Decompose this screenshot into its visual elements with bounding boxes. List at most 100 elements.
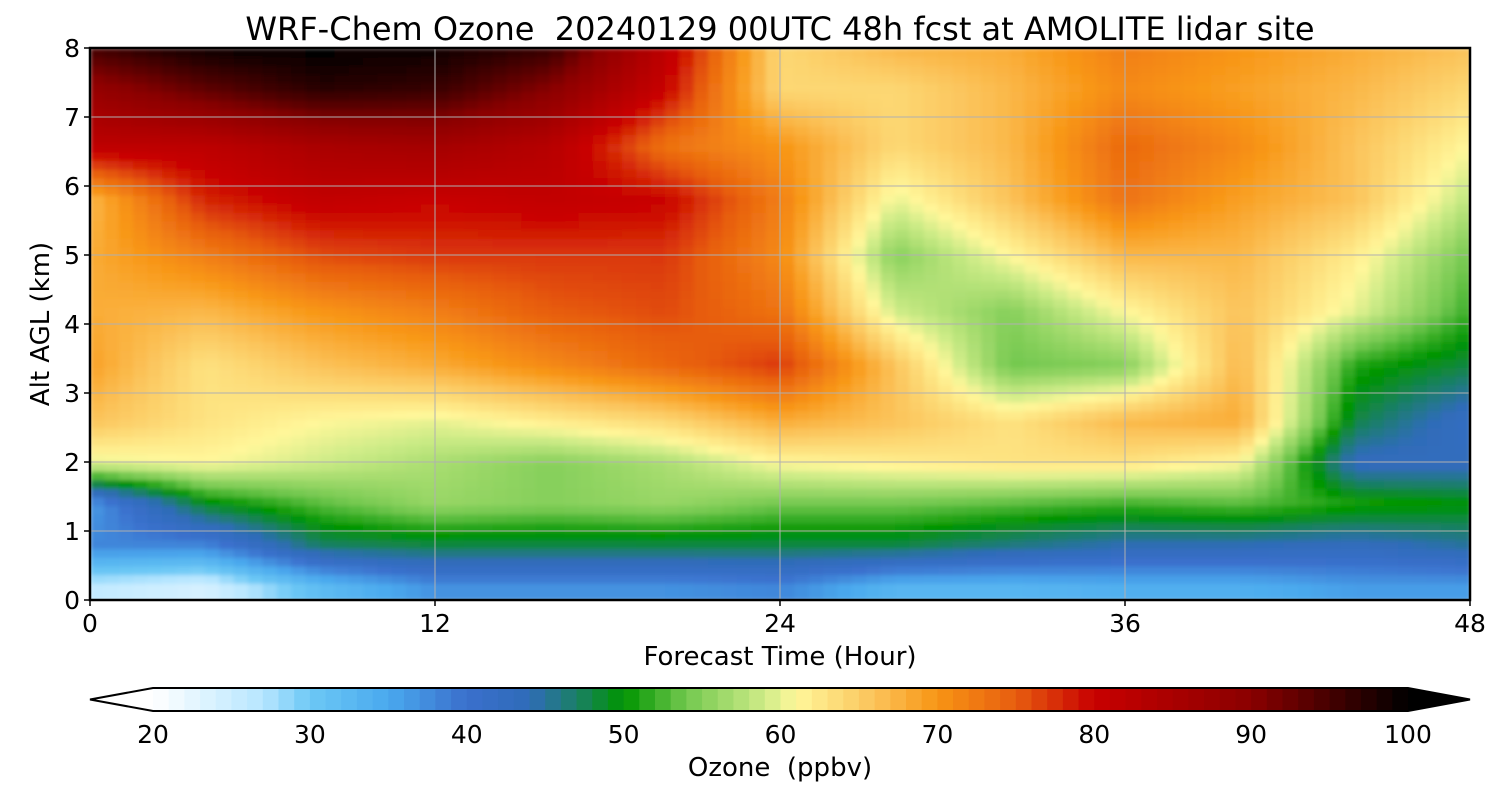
heat-cell [636,255,652,265]
heat-cell [895,272,911,282]
heat-cell [607,548,623,558]
heat-cell [248,289,264,300]
heat-cell [593,220,609,231]
heat-cell [693,272,710,282]
heat-cell [722,393,738,403]
heat-cell [205,203,221,213]
heat-cell [650,229,666,239]
heat-cell [1340,332,1356,343]
heat-cell [708,349,724,360]
heat-cell [133,229,149,239]
heat-cell [550,341,566,351]
heat-cell [1283,160,1299,170]
heat-cell [923,237,940,248]
heat-cell [506,358,523,369]
heat-cell [1268,194,1285,205]
heat-cell [320,367,336,377]
heat-cell [176,246,192,256]
heat-cell [981,479,997,489]
heat-cell [1268,591,1285,600]
heat-cell [1254,255,1270,265]
heat-cell [1254,358,1270,369]
heat-cell [1024,401,1040,412]
heat-cell [981,548,997,558]
heat-cell [276,203,293,213]
heat-cell [794,513,810,524]
heat-cell [233,220,250,231]
heat-cell [1340,229,1356,239]
heat-cell [923,410,940,420]
heat-cell [1369,289,1385,300]
heat-cell [521,401,537,412]
heat-cell [1398,324,1414,334]
heat-cell [823,306,839,317]
heat-cell [837,358,853,369]
heat-cell [1383,255,1400,265]
heat-cell [995,246,1011,256]
heat-cell [406,358,422,369]
heat-cell [1196,410,1213,420]
heat-cell [1455,565,1470,576]
heat-cell [1168,246,1184,256]
heat-cell [219,487,235,498]
heat-cell [1268,582,1285,593]
heat-cell [1326,470,1342,481]
heat-cell [1369,220,1385,231]
heat-cell [406,479,422,489]
heat-cell [851,229,868,239]
heat-cell [1297,263,1313,274]
heat-cell [233,186,250,196]
heat-cell [1168,280,1184,291]
heat-cell [578,513,595,524]
heat-cell [1168,436,1184,446]
heat-cell [866,177,882,187]
heat-cell [435,358,451,369]
heat-cell [794,220,810,231]
heat-cell [650,410,666,420]
heat-cell [895,367,911,377]
heat-cell [420,591,436,600]
heat-cell [708,393,724,403]
heat-cell [205,367,221,377]
heat-cell [435,324,451,334]
heat-cell [276,160,293,170]
heat-cell [1211,384,1227,394]
heat-cell [535,401,551,412]
heat-cell [1038,505,1055,515]
heat-cell [118,582,135,593]
heat-cell [104,401,120,412]
heat-cell [1455,401,1470,412]
heat-cell [1125,470,1141,481]
heat-cell [147,306,163,317]
heat-cell [1153,246,1170,256]
heat-cell [981,203,997,213]
heat-cell [1340,401,1356,412]
heat-cell [1441,255,1457,265]
heat-cell [521,324,537,334]
heat-cell [607,255,623,265]
heat-cell [435,151,451,162]
heat-cell [262,393,278,403]
heat-cell [1125,410,1141,420]
heat-cell [621,384,638,394]
heat-cell [952,556,968,567]
heat-cell [578,479,595,489]
heat-cell [377,298,393,308]
heat-cell [938,479,954,489]
heat-cell [535,591,551,600]
heat-cell [262,168,278,179]
heat-cell [952,384,968,394]
heat-cell [1053,332,1069,343]
heat-cell [147,332,163,343]
heat-cell [636,280,652,291]
heat-cell [650,341,666,351]
heat-cell [578,211,595,222]
heat-cell [219,298,235,308]
heat-cell [578,168,595,179]
heat-cell [952,211,968,222]
heat-cell [219,272,235,282]
heat-cell [90,375,106,386]
heat-cell [593,298,609,308]
heat-cell [679,367,695,377]
heat-cell [391,177,408,187]
